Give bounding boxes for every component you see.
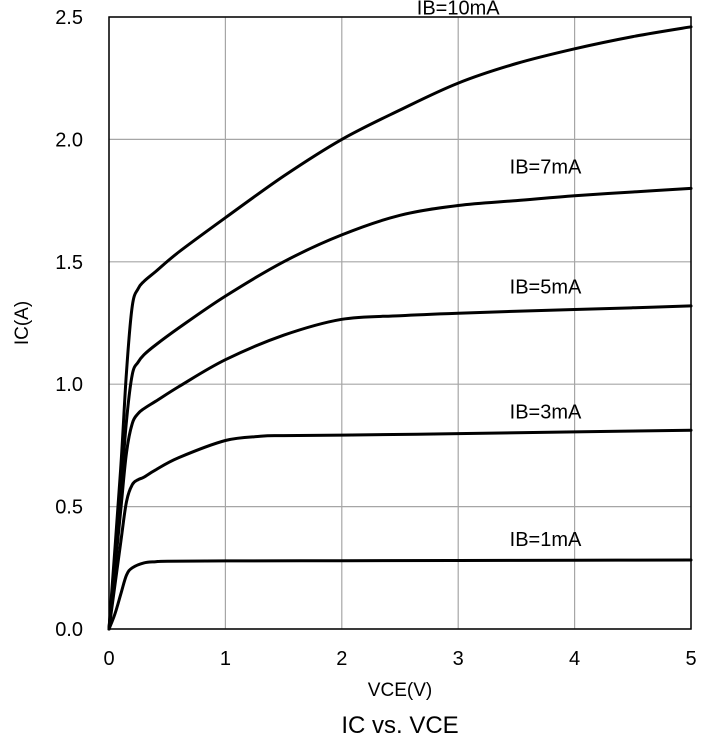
- series-line-ib-3ma: [107, 428, 693, 631]
- series-lines: [107, 25, 693, 631]
- x-tick-label: 1: [220, 648, 231, 670]
- x-tick-label: 3: [453, 648, 464, 670]
- series-line-ib-5ma: [107, 304, 693, 631]
- series-labels: IB=10mA IB=7mA IB=5mA IB=3mA IB=1mA: [417, 0, 582, 551]
- y-tick-label: 2.0: [55, 129, 83, 151]
- y-axis-ticks: 0.0 0.5 1.0 1.5 2.0 2.5: [55, 7, 83, 641]
- series-line-ib-10ma: [107, 25, 693, 631]
- y-tick-label: 0.5: [55, 497, 83, 519]
- series-line-ib-1ma: [107, 558, 693, 631]
- y-axis-title: IC(A): [12, 301, 33, 345]
- plot-area-border: [108, 16, 692, 630]
- x-axis-title: VCE(V): [368, 680, 432, 701]
- y-tick-label: 1.5: [55, 252, 83, 274]
- series-label-ib-1ma: IB=1mA: [510, 529, 582, 551]
- x-axis-ticks: 0 1 2 3 4 5: [103, 648, 696, 670]
- series-label-ib-10ma: IB=10mA: [417, 0, 500, 20]
- x-tick-label: 5: [685, 648, 696, 670]
- y-tick-label: 0.0: [55, 619, 83, 641]
- chart-title: IC vs. VCE: [341, 712, 458, 739]
- y-tick-label: 1.0: [55, 374, 83, 396]
- x-tick-label: 4: [569, 648, 580, 670]
- x-tick-label: 0: [103, 648, 114, 670]
- y-tick-label: 2.5: [55, 7, 83, 29]
- series-line-ib-7ma: [107, 186, 693, 631]
- series-label-ib-3ma: IB=3mA: [510, 401, 582, 423]
- series-label-ib-7ma: IB=7mA: [510, 157, 582, 179]
- series-label-ib-5ma: IB=5mA: [510, 277, 582, 299]
- x-tick-label: 2: [336, 648, 347, 670]
